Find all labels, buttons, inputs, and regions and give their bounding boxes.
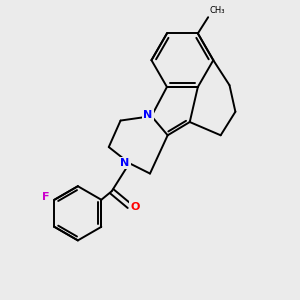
Text: N: N [143, 110, 153, 120]
Text: CH₃: CH₃ [210, 6, 225, 15]
Text: F: F [42, 192, 50, 203]
Text: N: N [120, 158, 130, 168]
Text: O: O [130, 202, 140, 212]
Text: N: N [143, 110, 153, 120]
